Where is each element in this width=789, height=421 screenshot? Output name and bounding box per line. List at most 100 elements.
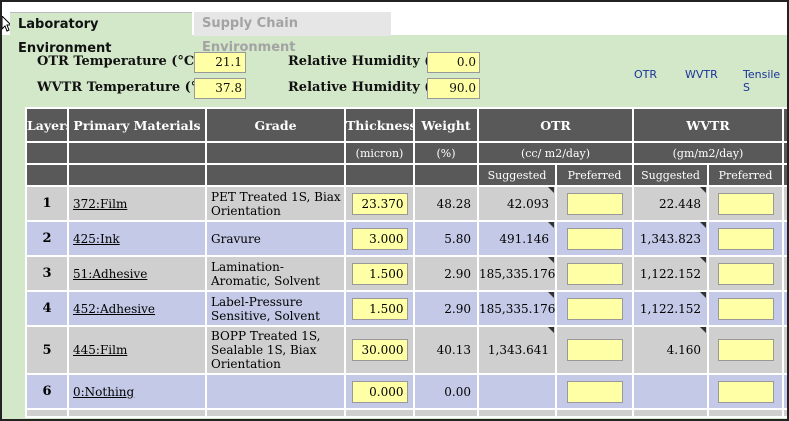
wvtr-suggested-value: 1,122.152 xyxy=(639,266,701,281)
unit-weight: (%) xyxy=(413,141,479,165)
layer-number: 6 xyxy=(25,373,69,410)
otr-preferred-input[interactable] xyxy=(566,227,623,250)
comment-marker-icon xyxy=(700,293,706,298)
grade-text: Gravure xyxy=(205,220,346,257)
table-row: 3 51:Adhesive Lamination- Aromatic, Solv… xyxy=(25,255,787,292)
grade-text xyxy=(205,373,346,410)
otr-suggested-value: 185,335.176 xyxy=(479,301,556,316)
otr-preferred-input[interactable] xyxy=(566,339,623,361)
wvtr-preferred-header: Preferred xyxy=(707,163,784,187)
wvtr-preferred-input[interactable] xyxy=(717,339,774,361)
wvtr-preferred-input[interactable] xyxy=(717,297,774,320)
col-grade: Grade xyxy=(205,107,346,143)
layer-number: 3 xyxy=(25,255,69,292)
weight-value: 2.90 xyxy=(413,255,479,292)
otr-preferred-input[interactable] xyxy=(566,380,623,403)
wvtr-preferred-input[interactable] xyxy=(717,227,774,250)
weight-value: 40.13 xyxy=(413,325,479,375)
comment-marker-icon xyxy=(548,188,554,193)
grade-text: Label-Pressure Sensitive, Solvent xyxy=(205,290,346,327)
wvtr-suggested-value: 4.160 xyxy=(666,343,701,357)
tab-supply-chain-environment[interactable]: Supply Chain Environment xyxy=(194,12,391,55)
material-link[interactable]: 452:Adhesive xyxy=(67,290,207,327)
otr-temperature-input[interactable]: 21.1 xyxy=(194,52,246,73)
wvtr-preferred-input[interactable] xyxy=(717,380,774,403)
thickness-input[interactable]: 30.000 xyxy=(351,339,408,361)
weight-value: 5.80 xyxy=(413,220,479,257)
table-units-row: (micron) (%) (cc/ m2/day) (gm/m2/day) xyxy=(25,141,787,165)
layer-number: 5 xyxy=(25,325,69,375)
wvtr-humidity-input[interactable]: 90.0 xyxy=(427,78,480,99)
otr-suggested-value: 1,343.641 xyxy=(487,343,549,357)
layer-number: 2 xyxy=(25,220,69,257)
table-row: 4 452:Adhesive Label-Pressure Sensitive,… xyxy=(25,290,787,327)
table-row: 2 425:Ink Gravure 3.000 5.80 491.146 1,3… xyxy=(25,220,787,257)
material-link[interactable]: 51:Adhesive xyxy=(67,255,207,292)
thickness-input[interactable]: 0.000 xyxy=(351,380,408,403)
layer-number: 4 xyxy=(25,290,69,327)
material-link[interactable]: 425:Ink xyxy=(67,220,207,257)
thickness-input[interactable]: 23.370 xyxy=(351,192,408,215)
wvtr-temperature-input[interactable]: 37.8 xyxy=(194,78,246,99)
otr-humidity-label: Relative Humidity (%): xyxy=(288,54,454,69)
wvtr-temperature-label: WVTR Temperature (°C): xyxy=(37,80,219,95)
grade-text: PET Treated 1S, Biax Orientation xyxy=(205,185,346,222)
grade-text: BOPP Treated 1S, Sealable 1S, Biax Orien… xyxy=(205,325,346,375)
tab-bar: Laboratory Environment Supply Chain Envi… xyxy=(2,2,787,56)
layer-number: 1 xyxy=(25,185,69,222)
material-link[interactable]: 372:Film xyxy=(67,185,207,222)
otr-link[interactable]: OTR xyxy=(634,68,658,81)
wvtr-link[interactable]: WVTR xyxy=(685,68,718,81)
unit-wvtr: (gm/m2/day) xyxy=(632,141,784,165)
wvtr-preferred-input[interactable] xyxy=(717,262,774,285)
weight-value: 48.28 xyxy=(413,185,479,222)
otr-suggested-value: 42.093 xyxy=(507,196,549,211)
unit-otr: (cc/ m2/day) xyxy=(477,141,634,165)
otr-suggested-value: 185,335.176 xyxy=(479,266,556,281)
otr-temperature-label: OTR Temperature (°C): xyxy=(37,54,206,69)
col-thickness: Thickness xyxy=(344,107,415,143)
wvtr-suggested-value: 1,122.152 xyxy=(639,301,701,316)
otr-preferred-input[interactable] xyxy=(566,262,623,285)
table-row: 6 0:Nothing 0.000 0.00 xyxy=(25,373,787,410)
wvtr-preferred-input[interactable] xyxy=(717,192,774,215)
otr-preferred-header: Preferred xyxy=(555,163,634,187)
otr-humidity-input[interactable]: 0.0 xyxy=(427,52,480,73)
otr-preferred-input[interactable] xyxy=(566,297,623,320)
table-subheader-row: Suggested Preferred Suggested Preferred xyxy=(25,163,787,187)
otr-suggested-header: Suggested xyxy=(477,163,557,187)
comment-marker-icon xyxy=(548,223,554,228)
thickness-input[interactable]: 3.000 xyxy=(351,227,408,250)
comment-marker-icon xyxy=(548,328,554,333)
otr-preferred-input[interactable] xyxy=(566,192,623,215)
wvtr-suggested-header: Suggested xyxy=(632,163,709,187)
grade-text: Lamination- Aromatic, Solvent xyxy=(205,255,346,292)
col-primary-materials: Primary Materials xyxy=(67,107,207,143)
table-header-row: Layers Primary Materials Grade Thickness… xyxy=(25,107,787,143)
wvtr-suggested-value: 22.448 xyxy=(659,196,701,211)
col-overflow xyxy=(782,107,787,143)
unit-thickness: (micron) xyxy=(344,141,415,165)
wvtr-humidity-label: Relative Humidity (%): xyxy=(288,80,454,95)
material-link[interactable]: 0:Nothing xyxy=(67,373,207,410)
comment-marker-icon xyxy=(700,328,706,333)
thickness-input[interactable]: 1.500 xyxy=(351,262,408,285)
otr-suggested-value: 491.146 xyxy=(499,231,549,246)
col-weight: Weight xyxy=(413,107,479,143)
material-link[interactable]: 445:Film xyxy=(67,325,207,375)
tensile-link[interactable]: Tensile S xyxy=(743,68,781,94)
table-row-partial xyxy=(25,408,787,418)
comment-marker-icon xyxy=(548,258,554,263)
col-wvtr: WVTR xyxy=(632,107,784,143)
table-row: 1 372:Film PET Treated 1S, Biax Orientat… xyxy=(25,185,787,222)
col-layers: Layers xyxy=(25,107,69,143)
comment-marker-icon xyxy=(700,188,706,193)
table-row: 5 445:Film BOPP Treated 1S, Sealable 1S,… xyxy=(25,325,787,375)
layers-table: Layers Primary Materials Grade Thickness… xyxy=(25,107,787,418)
comment-marker-icon xyxy=(548,293,554,298)
thickness-input[interactable]: 1.500 xyxy=(351,297,408,320)
comment-marker-icon xyxy=(700,223,706,228)
tab-laboratory-environment[interactable]: Laboratory Environment xyxy=(10,12,192,56)
comment-marker-icon xyxy=(700,258,706,263)
